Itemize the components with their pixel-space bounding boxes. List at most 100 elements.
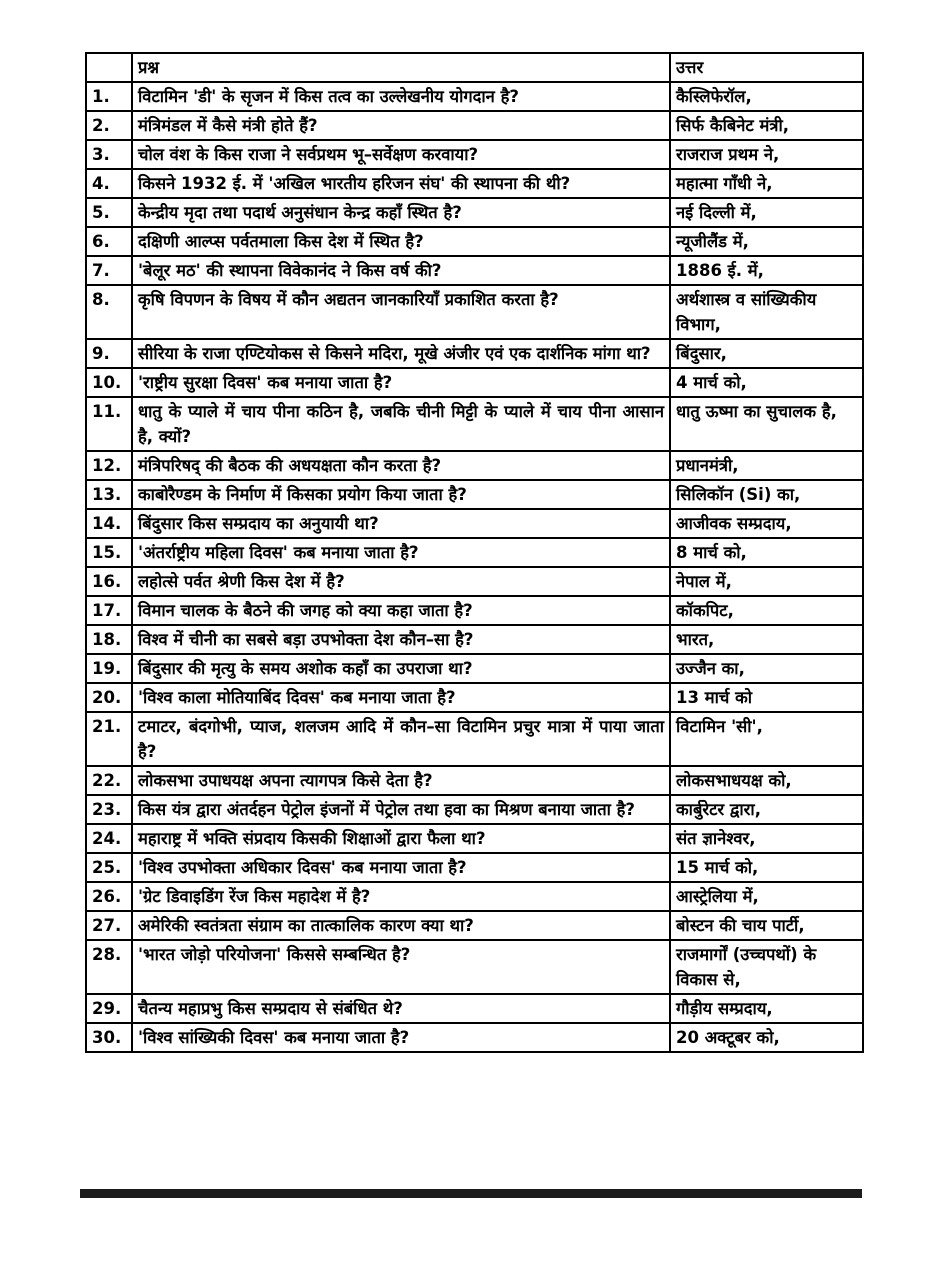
question-cell: 'भारत जोड़ो परियोजना' किससे सम्बन्धित है… — [131, 939, 671, 995]
question-cell: 'विश्व काला मोतियाबिंद दिवस' कब मनाया जा… — [131, 682, 671, 713]
question-cell: मंत्रिमंडल में कैसे मंत्री होते हैं? — [131, 110, 671, 141]
row-number: 12. — [85, 450, 133, 481]
table-row: 13. काबोरैण्डम के निर्माण में किसका प्रय… — [85, 479, 864, 510]
question-cell: किसने 1932 ई. में 'अखिल भारतीय हरिजन संघ… — [131, 168, 671, 199]
row-number: 7. — [85, 255, 133, 286]
row-number: 8. — [85, 284, 133, 340]
question-cell: दक्षिणी आल्प्स पर्वतमाला किस देश में स्थ… — [131, 226, 671, 257]
answer-cell: आस्ट्रेलिया में, — [669, 881, 864, 912]
table-row: 3. चोल वंश के किस राजा ने सर्वप्रथम भू–स… — [85, 139, 864, 170]
answer-cell: लोकसभाधयक्ष को, — [669, 765, 864, 796]
table-row: 26. 'ग्रेट डिवाइडिंग रेंज किस महादेश में… — [85, 881, 864, 912]
answer-cell: 20 अक्टूबर को, — [669, 1022, 864, 1053]
question-cell: बिंदुसार किस सम्प्रदाय का अनुयायी था? — [131, 508, 671, 539]
table-row: 4. किसने 1932 ई. में 'अखिल भारतीय हरिजन … — [85, 168, 864, 199]
question-cell: मंत्रिपरिषद् की बैठक की अधयक्षता कौन करत… — [131, 450, 671, 481]
footer-double-rule — [80, 1189, 862, 1198]
table-row: 12. मंत्रिपरिषद् की बैठक की अधयक्षता कौन… — [85, 450, 864, 481]
question-cell: अमेरिकी स्वतंत्रता संग्राम का तात्कालिक … — [131, 910, 671, 941]
table-row: 25. 'विश्व उपभोक्ता अधिकार दिवस' कब मनाय… — [85, 852, 864, 883]
table-row: 15. 'अंतर्राष्ट्रीय महिला दिवस' कब मनाया… — [85, 537, 864, 568]
row-number: 9. — [85, 338, 133, 369]
question-cell: सीरिया के राजा एण्टियोकस से किसने मदिरा,… — [131, 338, 671, 369]
answer-cell: महात्मा गाँधी ने, — [669, 168, 864, 199]
answer-cell: बिंदुसार, — [669, 338, 864, 369]
row-number: 24. — [85, 823, 133, 854]
table-row: 22. लोकसभा उपाधयक्ष अपना त्यागपत्र किसे … — [85, 765, 864, 796]
question-cell: 'राष्ट्रीय सुरक्षा दिवस' कब मनाया जाता ह… — [131, 367, 671, 398]
table-row: 1. विटामिन 'डी' के सृजन में किस तत्व का … — [85, 81, 864, 112]
row-number: 20. — [85, 682, 133, 713]
answer-cell: 4 मार्च को, — [669, 367, 864, 398]
answer-cell: कॉकपिट, — [669, 595, 864, 626]
answer-cell: न्यूजीलैंड में, — [669, 226, 864, 257]
row-number: 13. — [85, 479, 133, 510]
row-number: 3. — [85, 139, 133, 170]
table-row: 30. 'विश्व सांख्यिकी दिवस' कब मनाया जाता… — [85, 1022, 864, 1053]
table-row: 23. किस यंत्र द्वारा अंतर्दहन पेट्रोल इं… — [85, 794, 864, 825]
row-number: 30. — [85, 1022, 133, 1053]
answer-cell: कार्बुरेटर द्वारा, — [669, 794, 864, 825]
row-number: 11. — [85, 396, 133, 452]
row-number: 6. — [85, 226, 133, 257]
question-cell: विश्व में चीनी का सबसे बड़ा उपभोक्ता देश… — [131, 624, 671, 655]
table-row: 24. महाराष्ट्र में भक्ति संप्रदाय किसकी … — [85, 823, 864, 854]
question-cell: चोल वंश के किस राजा ने सर्वप्रथम भू–सर्व… — [131, 139, 671, 170]
header-number — [85, 52, 133, 83]
answer-cell: बोस्टन की चाय पार्टी, — [669, 910, 864, 941]
question-cell: धातु के प्याले में चाय पीना कठिन है, जबक… — [131, 396, 671, 452]
row-number: 26. — [85, 881, 133, 912]
answer-cell: 13 मार्च को — [669, 682, 864, 713]
table-row: 16. लहोत्से पर्वत श्रेणी किस देश में है?… — [85, 566, 864, 597]
question-cell: कृषि विपणन के विषय में कौन अद्यतन जानकार… — [131, 284, 671, 340]
table-row: 9. सीरिया के राजा एण्टियोकस से किसने मदि… — [85, 338, 864, 369]
row-number: 21. — [85, 711, 133, 767]
row-number: 27. — [85, 910, 133, 941]
header-answer: उत्तर — [669, 52, 864, 83]
answer-cell: धातु ऊष्मा का सुचालक है, — [669, 396, 864, 452]
question-cell: लहोत्से पर्वत श्रेणी किस देश में है? — [131, 566, 671, 597]
answer-cell: 8 मार्च को, — [669, 537, 864, 568]
table-row: 29. चैतन्य महाप्रभु किस सम्प्रदाय से संब… — [85, 993, 864, 1024]
table-row: 6. दक्षिणी आल्प्स पर्वतमाला किस देश में … — [85, 226, 864, 257]
table-row: 11. धातु के प्याले में चाय पीना कठिन है,… — [85, 396, 864, 452]
question-cell: केन्द्रीय मृदा तथा पदार्थ अनुसंधान केन्द… — [131, 197, 671, 228]
row-number: 4. — [85, 168, 133, 199]
answer-cell: नई दिल्ली में, — [669, 197, 864, 228]
row-number: 18. — [85, 624, 133, 655]
row-number: 17. — [85, 595, 133, 626]
row-number: 23. — [85, 794, 133, 825]
row-number: 19. — [85, 653, 133, 684]
question-cell: विटामिन 'डी' के सृजन में किस तत्व का उल्… — [131, 81, 671, 112]
answer-cell: सिलिकॉन (Si) का, — [669, 479, 864, 510]
table-row: 27. अमेरिकी स्वतंत्रता संग्राम का तात्का… — [85, 910, 864, 941]
question-cell: चैतन्य महाप्रभु किस सम्प्रदाय से संबंधित… — [131, 993, 671, 1024]
answer-cell: 1886 ई. में, — [669, 255, 864, 286]
question-cell: लोकसभा उपाधयक्ष अपना त्यागपत्र किसे देता… — [131, 765, 671, 796]
question-cell: बिंदुसार की मृत्यु के समय अशोक कहाँ का उ… — [131, 653, 671, 684]
row-number: 25. — [85, 852, 133, 883]
row-number: 15. — [85, 537, 133, 568]
answer-cell: उज्जैन का, — [669, 653, 864, 684]
question-cell: काबोरैण्डम के निर्माण में किसका प्रयोग क… — [131, 479, 671, 510]
header-question: प्रश्न — [131, 52, 671, 83]
table-row: 10. 'राष्ट्रीय सुरक्षा दिवस' कब मनाया जा… — [85, 367, 864, 398]
question-cell: किस यंत्र द्वारा अंतर्दहन पेट्रोल इंजनों… — [131, 794, 671, 825]
table-row: 17. विमान चालक के बैठने की जगह को क्या क… — [85, 595, 864, 626]
answer-cell: विटामिन 'सी', — [669, 711, 864, 767]
table-row: 20. 'विश्व काला मोतियाबिंद दिवस' कब मनाय… — [85, 682, 864, 713]
qa-table-header-row: प्रश्न उत्तर — [85, 52, 864, 83]
row-number: 2. — [85, 110, 133, 141]
table-row: 19. बिंदुसार की मृत्यु के समय अशोक कहाँ … — [85, 653, 864, 684]
table-row: 14. बिंदुसार किस सम्प्रदाय का अनुयायी था… — [85, 508, 864, 539]
question-cell: 'अंतर्राष्ट्रीय महिला दिवस' कब मनाया जात… — [131, 537, 671, 568]
question-cell: विमान चालक के बैठने की जगह को क्या कहा ज… — [131, 595, 671, 626]
row-number: 1. — [85, 81, 133, 112]
qa-table-body: 1. विटामिन 'डी' के सृजन में किस तत्व का … — [85, 81, 864, 1053]
answer-cell: प्रधानमंत्री, — [669, 450, 864, 481]
question-cell: 'ग्रेट डिवाइडिंग रेंज किस महादेश में है? — [131, 881, 671, 912]
question-cell: 'विश्व सांख्यिकी दिवस' कब मनाया जाता है? — [131, 1022, 671, 1053]
answer-cell: सिर्फ कैबिनेट मंत्री, — [669, 110, 864, 141]
row-number: 5. — [85, 197, 133, 228]
